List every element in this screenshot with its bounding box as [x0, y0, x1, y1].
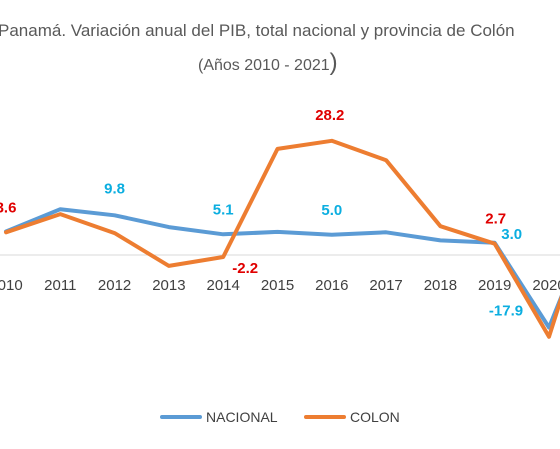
data-label: 5.0 — [321, 202, 342, 219]
x-tick-label: 2018 — [424, 277, 457, 294]
data-label: 2.7 — [485, 211, 506, 228]
x-tick-label: 2015 — [261, 277, 294, 294]
data-label: -2.2 — [232, 260, 258, 277]
data-labels: 3.6 9.8 5.1 -2.2 28.2 5.0 2.73.0 -17.9 — [0, 107, 523, 320]
chart-title-line2-text: (Años 2010 - 2021 — [198, 57, 330, 74]
series-layer — [4, 138, 560, 339]
x-tick-label: 2019 — [478, 277, 511, 294]
x-tick-label: 2016 — [315, 277, 348, 294]
legend: NACIONAL COLON — [160, 409, 400, 425]
x-axis: 2010 2011 2012 2013 2014 2015 2016 2017 2018 2019… — [0, 254, 560, 294]
series-line-colon — [4, 138, 560, 339]
x-tick-label: 2020 — [532, 277, 560, 294]
data-label: 9.8 — [104, 180, 125, 197]
x-tick-label: 2011 — [44, 277, 76, 294]
x-tick-label: 2010 — [0, 277, 23, 294]
data-label: 5.1 — [213, 201, 234, 218]
x-tick-label: 2017 — [369, 277, 402, 294]
chart-title-line1: Panamá. Variación anual del PIB, total n… — [0, 21, 515, 40]
data-label: -17.9 — [489, 302, 523, 319]
legend-label-nacional: NACIONAL — [206, 409, 278, 425]
x-tick-label: 2014 — [207, 277, 240, 294]
legend-label-colon: COLON — [350, 409, 400, 425]
chart-title-line2: (Años 2010 - 2021) — [198, 49, 338, 76]
data-label: 3.0 — [501, 226, 522, 243]
chart-title-line2-paren: ) — [330, 49, 338, 76]
x-tick-label: 2012 — [98, 277, 131, 294]
x-tick-label: 2013 — [152, 277, 185, 294]
series-line-nacional — [4, 207, 560, 330]
data-label: 3.6 — [0, 199, 16, 216]
data-label: 28.2 — [315, 107, 344, 124]
